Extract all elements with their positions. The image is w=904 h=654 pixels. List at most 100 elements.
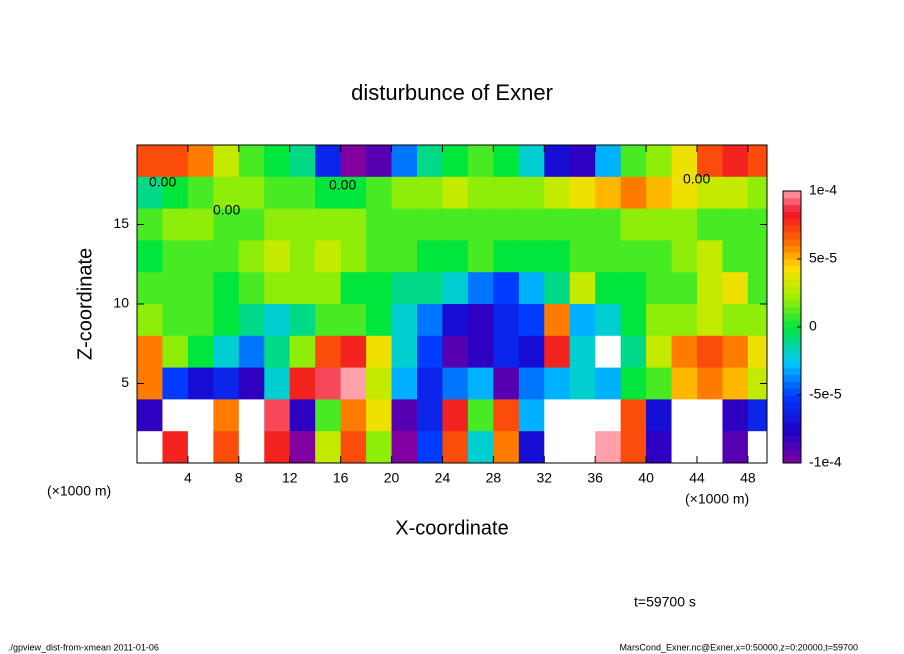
field-cell: [187, 240, 214, 273]
colorbar-segment: [783, 259, 801, 267]
field-cell: [391, 272, 418, 305]
field-cell: [238, 335, 265, 369]
field-cell: [417, 431, 443, 463]
field-cell: [569, 272, 596, 305]
contour-label: 0.00: [329, 177, 356, 193]
field-cell: [595, 335, 622, 369]
time-label: t=59700 s: [634, 594, 696, 610]
field-cell: [671, 240, 698, 273]
field-cell: [366, 272, 393, 305]
field-cell: [646, 367, 673, 400]
field-cell: [264, 240, 291, 273]
field-cell: [315, 399, 342, 432]
field-cell: [747, 335, 767, 369]
field-cell: [187, 208, 214, 241]
colorbar-segment: [783, 306, 801, 314]
field-cell: [238, 304, 265, 337]
field-cell: [366, 240, 393, 273]
field-cell: [569, 431, 596, 463]
field-cell: [391, 431, 418, 463]
field-cell: [646, 176, 673, 210]
field-cell: [187, 304, 214, 337]
x-unit: (×1000 m): [685, 491, 749, 507]
colorbar-segment: [783, 225, 801, 233]
field-cell: [162, 272, 189, 305]
field-cell: [264, 335, 291, 369]
field-cell: [340, 240, 367, 273]
field-cell: [544, 367, 571, 400]
field-cell: [620, 335, 647, 369]
colorbar-segment: [783, 408, 801, 416]
field-cell: [646, 145, 673, 178]
field-cell: [137, 240, 163, 273]
field-cell: [162, 145, 189, 178]
field-cell: [518, 335, 545, 369]
field-cell: [493, 145, 520, 178]
field-cell: [544, 240, 571, 273]
field-cell: [620, 208, 647, 241]
colorbar-segment: [783, 293, 801, 301]
field-cell: [747, 367, 767, 400]
field-cell: [340, 367, 367, 400]
field-cell: [544, 431, 571, 463]
field-cell: [697, 431, 723, 463]
field-cell: [620, 399, 647, 432]
field-cell: [442, 240, 469, 273]
colorbar-segment: [783, 279, 801, 287]
field-cell: [162, 431, 189, 463]
colorbar-segment: [783, 231, 801, 240]
field-cell: [544, 335, 571, 369]
field-cell: [722, 272, 749, 305]
y-tick-label: 10: [113, 295, 129, 311]
field-cell: [467, 272, 494, 305]
field-cell: [417, 240, 443, 273]
field-cell: [442, 335, 469, 369]
field-cell: [467, 367, 494, 400]
colorbar-segment: [783, 265, 801, 274]
field-cell: [722, 399, 749, 432]
y-tick-label: 5: [121, 374, 129, 390]
field-cell: [162, 304, 189, 337]
colorbar-tick-label: 5e-5: [809, 250, 837, 266]
field-cell: [493, 399, 520, 432]
colorbar-segment: [783, 435, 801, 444]
colorbar-segment: [783, 286, 801, 294]
chart-title: disturbunce of Exner: [351, 80, 553, 105]
field-cell: [340, 335, 367, 369]
field-cell: [238, 240, 265, 273]
field-cell: [238, 367, 265, 400]
field-cell: [595, 367, 622, 400]
field-cell: [137, 176, 163, 210]
field-cell: [620, 431, 647, 463]
colorbar-segment: [783, 218, 801, 226]
field-cell: [187, 272, 214, 305]
field-cell: [467, 176, 494, 210]
field-cell: [467, 304, 494, 337]
field-cell: [671, 208, 698, 241]
field-cell: [289, 304, 316, 337]
field-cell: [595, 145, 622, 178]
field-cell: [366, 431, 393, 463]
field-cell: [187, 399, 214, 432]
x-tick-label: 24: [435, 470, 451, 486]
field-cell: [569, 145, 596, 178]
field-cell: [747, 240, 767, 273]
field-cell: [264, 272, 291, 305]
field-cell: [697, 399, 723, 432]
field-cell: [289, 240, 316, 273]
field-cell: [697, 240, 723, 273]
field-cell: [315, 176, 342, 210]
field-cell: [493, 304, 520, 337]
field-cell: [518, 176, 545, 210]
field-cell: [646, 399, 673, 432]
colorbar-segment: [783, 347, 801, 355]
field-cell: [442, 176, 469, 210]
field-cell: [238, 208, 265, 241]
field-cell: [671, 272, 698, 305]
colorbar-segment: [783, 456, 801, 464]
field-cell: [544, 176, 571, 210]
colorbar-segment: [783, 204, 801, 212]
field-cell: [569, 208, 596, 241]
footer-left: ./gpview_dist-from-xmean 2011-01-06: [8, 642, 159, 652]
x-tick-label: 36: [587, 470, 603, 486]
